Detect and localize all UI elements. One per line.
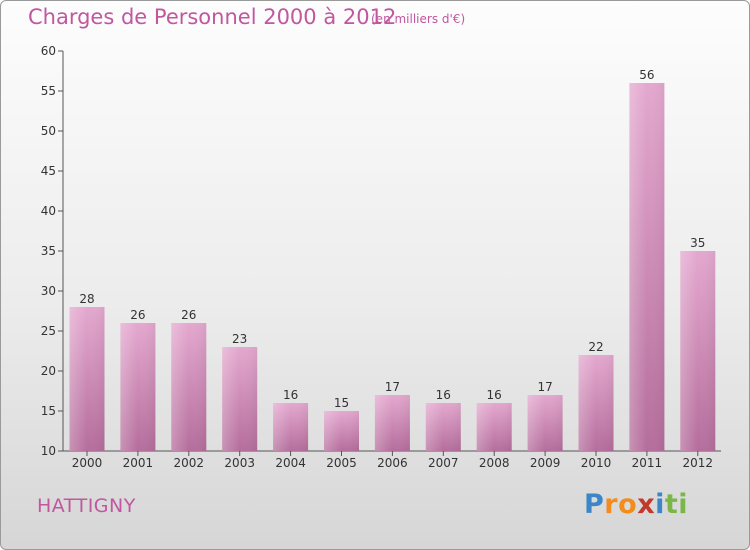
x-tick-label: 2001	[123, 456, 154, 470]
bar-shine	[171, 323, 207, 451]
y-tick-label: 35	[41, 244, 56, 258]
bar-shine	[680, 251, 716, 451]
bar-shine	[324, 411, 359, 451]
logo-letter: o	[618, 489, 638, 520]
logo-letter: i	[678, 489, 689, 520]
y-tick-label: 50	[41, 124, 56, 138]
bar-shine	[120, 323, 156, 451]
bar-value-label: 17	[385, 380, 400, 394]
x-tick-label: 2005	[326, 456, 357, 470]
bar-shine	[273, 403, 309, 451]
y-tick-label: 60	[41, 44, 56, 58]
x-tick-label: 2008	[479, 456, 510, 470]
bar-value-label: 23	[232, 332, 247, 346]
bar-shine	[527, 395, 563, 451]
bar-value-label: 22	[588, 340, 603, 354]
bar-shine	[425, 403, 461, 451]
logo-letter: x	[637, 489, 656, 520]
bar-value-label: 26	[181, 308, 196, 322]
bar-value-label: 35	[690, 236, 705, 250]
logo-letter: t	[664, 489, 679, 520]
bar-shine	[578, 355, 614, 451]
x-tick-label: 2011	[632, 456, 663, 470]
bar-value-label: 15	[334, 396, 349, 410]
x-tick-label: 2006	[377, 456, 408, 470]
bar-value-label: 56	[639, 68, 654, 82]
bar-shine	[374, 395, 410, 451]
bar-value-label: 17	[537, 380, 552, 394]
proxiti-logo: Proxiti	[584, 489, 688, 520]
y-tick-label: 40	[41, 204, 56, 218]
bar-shine	[629, 83, 665, 451]
x-tick-label: 2012	[683, 456, 714, 470]
x-tick-label: 2003	[224, 456, 255, 470]
y-tick-label: 10	[41, 444, 56, 458]
x-tick-label: 2009	[530, 456, 561, 470]
commune-name: HATTIGNY	[37, 495, 136, 517]
x-tick-label: 2004	[275, 456, 306, 470]
logo-letter: r	[604, 489, 619, 520]
y-tick-label: 30	[41, 284, 56, 298]
bar-value-label: 16	[487, 388, 502, 402]
bar-value-label: 28	[79, 292, 94, 306]
bar-shine	[69, 307, 105, 451]
y-tick-label: 25	[41, 324, 56, 338]
logo-letter: P	[584, 489, 605, 520]
bar-value-label: 16	[283, 388, 298, 402]
bar-shine	[222, 347, 258, 451]
y-tick-label: 15	[41, 404, 56, 418]
bar-shine	[476, 403, 512, 451]
x-tick-label: 2007	[428, 456, 459, 470]
chart-unit: (en milliers d'€)	[371, 12, 466, 26]
x-tick-label: 2002	[174, 456, 205, 470]
logo-letter: i	[655, 489, 665, 520]
chart-title: Charges de Personnel 2000 à 2012	[28, 5, 397, 29]
x-tick-label: 2010	[581, 456, 612, 470]
y-tick-label: 55	[41, 84, 56, 98]
y-tick-label: 45	[41, 164, 56, 178]
x-tick-label: 2000	[72, 456, 103, 470]
bar-value-label: 16	[436, 388, 451, 402]
y-tick-label: 20	[41, 364, 56, 378]
bar-value-label: 26	[130, 308, 145, 322]
